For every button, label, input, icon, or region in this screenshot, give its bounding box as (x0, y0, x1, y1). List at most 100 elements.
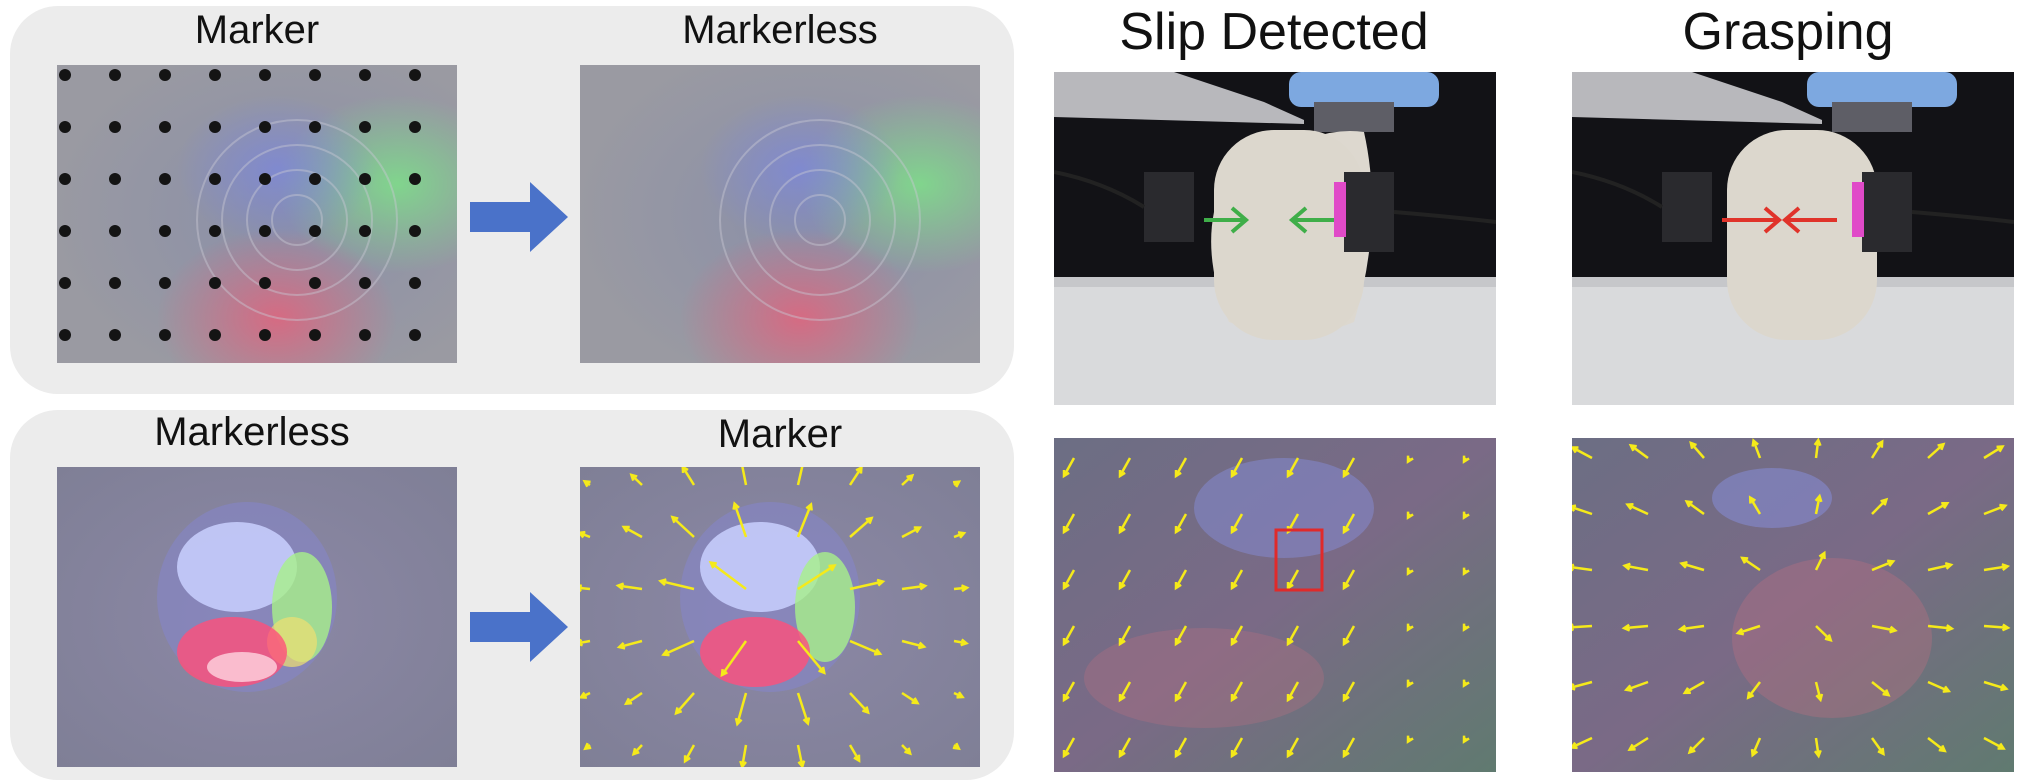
flow-arrow (1870, 441, 1884, 459)
flow-arrow (1174, 737, 1188, 757)
marker-dot (359, 69, 371, 81)
marker-dot (259, 329, 271, 341)
flow-arrowhead (1572, 504, 1577, 512)
flow-arrowhead (1572, 446, 1579, 454)
flow-arrowhead (855, 467, 863, 474)
flow-arrowhead (1682, 687, 1691, 695)
flow-arrow (1572, 736, 1593, 749)
flow-arrowhead (1740, 556, 1749, 564)
flow-arrow (1286, 569, 1300, 589)
flow-arrow (1342, 625, 1356, 645)
marker-dot (259, 69, 271, 81)
flow-arrowhead (1286, 637, 1294, 647)
flow-arrowhead (1174, 749, 1182, 759)
marker-dot (309, 173, 321, 185)
flow-arrow (849, 517, 873, 538)
flow-arrowhead (683, 755, 691, 764)
flow-arrowhead (616, 641, 626, 650)
flow-arrow (580, 639, 591, 645)
flow-arrow (901, 691, 919, 705)
marker-dot (409, 121, 421, 133)
flow-arrowhead (960, 638, 969, 647)
flow-arrowhead (1815, 693, 1824, 703)
flow-arrow (1814, 552, 1826, 571)
marker-dot (109, 121, 121, 133)
flow-arrow (1871, 681, 1890, 697)
flow-arrowhead (1286, 749, 1294, 759)
flow-arrowhead (1735, 627, 1745, 636)
flow-arrow (720, 640, 748, 676)
flow-arrowhead (952, 480, 962, 488)
flow-arrow (1342, 513, 1356, 533)
flow-arrow (1572, 680, 1593, 689)
flow-arrowhead (674, 707, 683, 716)
flow-arrow (1118, 513, 1132, 533)
flow-arrowhead (1689, 440, 1697, 450)
flow-arrow (1118, 569, 1132, 589)
column-title-slip-detected: Slip Detected (1119, 3, 1429, 61)
flow-arrow (1572, 446, 1593, 460)
flow-arrow (1062, 681, 1076, 701)
flow-arrow (1286, 681, 1300, 701)
flow-arrow (1230, 625, 1244, 645)
marker-dot (209, 225, 221, 237)
flow-arrow (1927, 502, 1948, 516)
flow-arrow (625, 691, 643, 705)
marker-dot (159, 225, 171, 237)
flow-arrowhead (1062, 693, 1070, 703)
marker-dot (109, 173, 121, 185)
marker-dot (209, 69, 221, 81)
flow-arrow (1815, 625, 1832, 642)
flow-arrow (741, 744, 748, 767)
flow-arrow (733, 503, 748, 538)
flow-arrow (1572, 624, 1593, 629)
flow-arrowhead (1621, 623, 1631, 632)
flow-arrowhead (681, 467, 689, 474)
flow-arrow (1230, 737, 1244, 757)
marker-dot (159, 121, 171, 133)
flow-arrow (1983, 445, 2004, 460)
flow-arrow (683, 744, 696, 762)
marker-dot (109, 69, 121, 81)
flow-arrow (1342, 681, 1356, 701)
flow-arrow (1983, 680, 2007, 690)
flow-arrow (1624, 564, 1649, 572)
flow-arrow (1747, 681, 1761, 699)
flow-arrow (1688, 737, 1705, 754)
flow-arrowhead (734, 717, 743, 727)
flow-arrowhead (583, 742, 592, 751)
flow-arrowhead (960, 584, 970, 593)
flow-arrowhead (739, 760, 747, 767)
flow-arrow (1626, 503, 1649, 516)
flow-arrowhead (2001, 563, 2011, 571)
flow-arrowhead (1406, 567, 1414, 576)
flow-arrow (1684, 680, 1705, 694)
flow-arrowhead (708, 561, 717, 569)
flow-arrowhead (732, 501, 740, 510)
flow-arrowhead (1174, 525, 1182, 535)
flow-arrow (1927, 443, 1945, 459)
flow-arrow (1630, 444, 1649, 460)
flow-arrow (1689, 442, 1705, 459)
marker-dot (159, 173, 171, 185)
flow-arrowhead (1118, 525, 1126, 535)
flow-arrowhead (580, 638, 583, 647)
flow-arrow (1983, 565, 2008, 572)
flow-field-slip (1054, 438, 1496, 772)
flow-arrow (736, 692, 748, 725)
marker-dot (309, 329, 321, 341)
marker-dot (159, 69, 171, 81)
flow-arrow (1814, 737, 1820, 757)
flow-arrow (1174, 625, 1188, 645)
flow-arrowhead (1118, 581, 1126, 591)
flow-arrowhead (2000, 683, 2009, 692)
flow-arrow (580, 586, 591, 591)
flow-arrowhead (1889, 625, 1898, 634)
flow-arrowhead (797, 760, 806, 767)
flow-arrowhead (629, 473, 638, 481)
flow-arrow (1174, 457, 1188, 477)
flow-arrowhead (1877, 747, 1885, 756)
flow-arrowhead (1118, 749, 1126, 759)
flow-arrow (796, 467, 804, 486)
flow-arrowhead (1118, 693, 1126, 703)
